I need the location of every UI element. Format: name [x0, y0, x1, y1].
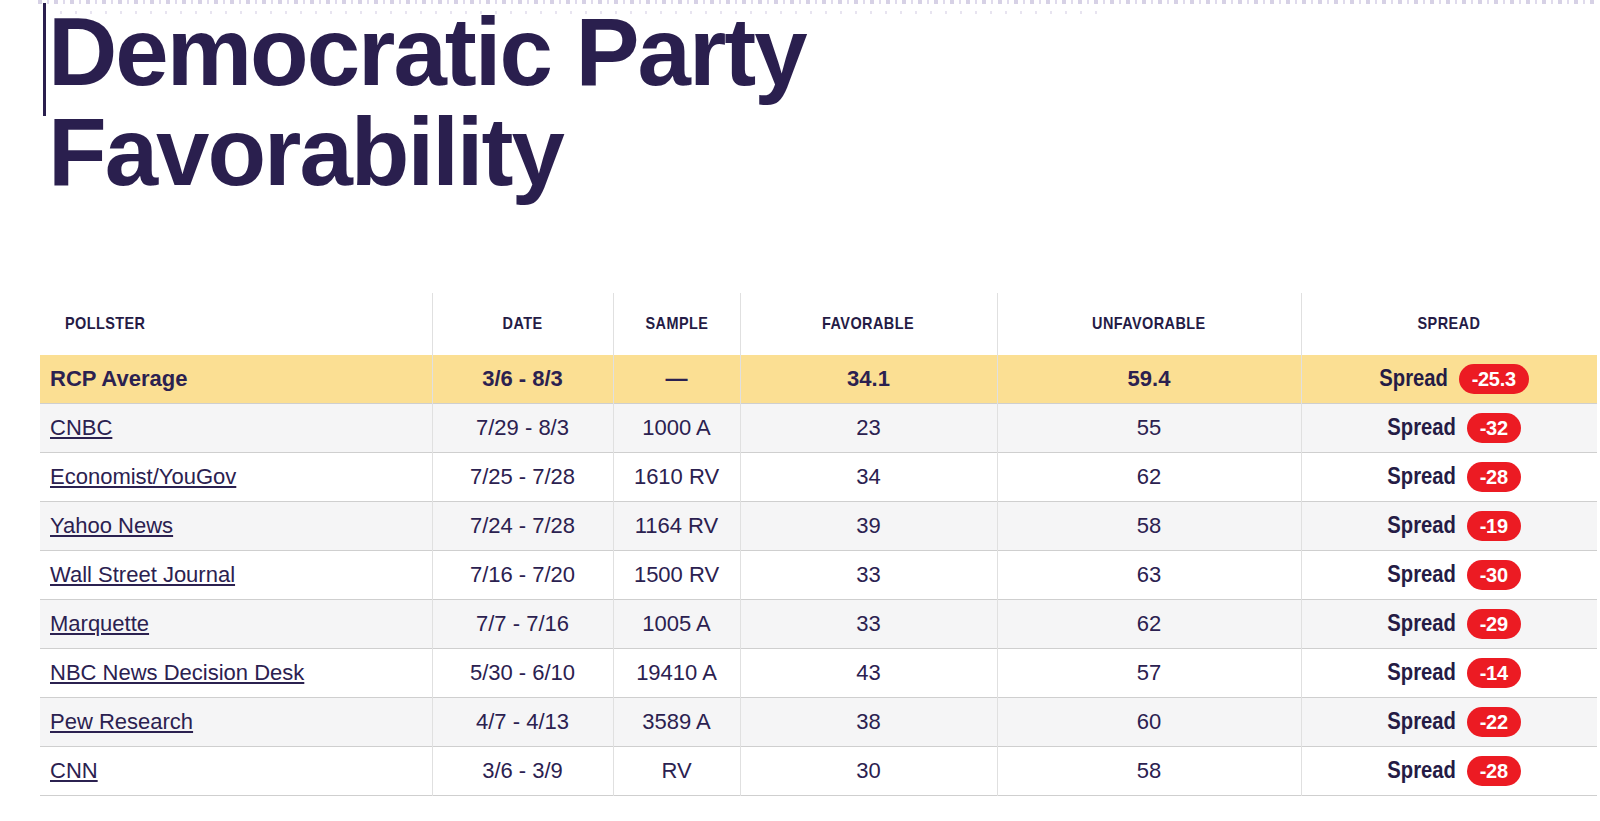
page-title-line2: Favorability: [48, 98, 563, 205]
spread-value-badge: -14: [1467, 658, 1521, 688]
column-header-spread: SPREAD: [1301, 293, 1597, 355]
poll-sample: 3589 A: [613, 697, 740, 746]
poll-spread-cell: Spread -28: [1301, 452, 1597, 501]
column-header-sample: SAMPLE: [613, 293, 740, 355]
favorability-polls-table: POLLSTERDATESAMPLEFAVORABLEUNFAVORABLESP…: [40, 293, 1597, 796]
poll-row: Marquette 7/7 - 7/16 1005 A 33 62 Spread…: [40, 599, 1597, 648]
poll-sample: 1164 RV: [613, 501, 740, 550]
poll-favorable: 38: [740, 697, 997, 746]
column-header-pollster: POLLSTER: [40, 293, 432, 355]
poll-unfavorable: 58: [997, 746, 1301, 795]
poll-date: 7/25 - 7/28: [432, 452, 613, 501]
spread-value-badge: -28: [1467, 462, 1521, 492]
poll-sample: 1500 RV: [613, 550, 740, 599]
column-header-favorable: FAVORABLE: [740, 293, 997, 355]
spread-value-badge: -19: [1467, 511, 1521, 541]
spread-value-badge: -32: [1467, 413, 1521, 443]
spread-word: Spread: [1387, 757, 1456, 784]
column-header-date: DATE: [432, 293, 613, 355]
page: Democratic PartyFavorability POLLSTERDAT…: [0, 0, 1600, 821]
poll-spread-cell: Spread -29: [1301, 599, 1597, 648]
spread-word: Spread: [1387, 414, 1456, 441]
poll-favorable: 23: [740, 403, 997, 452]
rcp-average-spread-cell: Spread -25.3: [1301, 355, 1597, 403]
poll-row: CNBC 7/29 - 8/3 1000 A 23 55 Spread -32: [40, 403, 1597, 452]
spread-value-badge: -22: [1467, 707, 1521, 737]
poll-spread-cell: Spread -28: [1301, 746, 1597, 795]
table-body: RCP Average 3/6 - 8/3 — 34.1 59.4 Spread…: [40, 355, 1597, 795]
poll-favorable: 39: [740, 501, 997, 550]
poll-unfavorable: 63: [997, 550, 1301, 599]
poll-spread-cell: Spread -32: [1301, 403, 1597, 452]
pollster-link[interactable]: Marquette: [50, 611, 149, 636]
spread-word: Spread: [1387, 708, 1456, 735]
poll-unfavorable: 62: [997, 452, 1301, 501]
poll-sample: 1610 RV: [613, 452, 740, 501]
spread-word: Spread: [1387, 463, 1456, 490]
poll-date: 4/7 - 4/13: [432, 697, 613, 746]
poll-date: 7/24 - 7/28: [432, 501, 613, 550]
poll-spread-cell: Spread -14: [1301, 648, 1597, 697]
page-title: Democratic PartyFavorability: [48, 2, 806, 202]
poll-spread-cell: Spread -22: [1301, 697, 1597, 746]
spread-value-badge: -30: [1467, 560, 1521, 590]
spread-word: Spread: [1387, 659, 1456, 686]
spread-value-badge: -25.3: [1459, 364, 1529, 394]
poll-unfavorable: 58: [997, 501, 1301, 550]
rcp-average-unfavorable: 59.4: [997, 355, 1301, 403]
text-cursor-caret: [43, 3, 46, 116]
rcp-average-favorable: 34.1: [740, 355, 997, 403]
pollster-link[interactable]: Wall Street Journal: [50, 562, 235, 587]
poll-favorable: 43: [740, 648, 997, 697]
poll-row: NBC News Decision Desk 5/30 - 6/10 19410…: [40, 648, 1597, 697]
spread-word: Spread: [1387, 512, 1456, 539]
rcp-average-date: 3/6 - 8/3: [432, 355, 613, 403]
poll-sample: 1000 A: [613, 403, 740, 452]
poll-sample: 19410 A: [613, 648, 740, 697]
poll-favorable: 33: [740, 599, 997, 648]
pollster-link[interactable]: CNN: [50, 758, 98, 783]
poll-row: Economist/YouGov 7/25 - 7/28 1610 RV 34 …: [40, 452, 1597, 501]
poll-date: 7/16 - 7/20: [432, 550, 613, 599]
pollster-link[interactable]: Yahoo News: [50, 513, 173, 538]
poll-unfavorable: 62: [997, 599, 1301, 648]
poll-favorable: 33: [740, 550, 997, 599]
table-header-row: POLLSTERDATESAMPLEFAVORABLEUNFAVORABLESP…: [40, 293, 1597, 355]
poll-unfavorable: 60: [997, 697, 1301, 746]
spread-word: Spread: [1379, 365, 1448, 392]
pollster-link[interactable]: Economist/YouGov: [50, 464, 236, 489]
poll-row: Pew Research 4/7 - 4/13 3589 A 38 60 Spr…: [40, 697, 1597, 746]
pollster-link[interactable]: Pew Research: [50, 709, 193, 734]
poll-unfavorable: 55: [997, 403, 1301, 452]
rcp-average-row: RCP Average 3/6 - 8/3 — 34.1 59.4 Spread…: [40, 355, 1597, 403]
pollster-link[interactable]: CNBC: [50, 415, 112, 440]
poll-sample: RV: [613, 746, 740, 795]
poll-date: 5/30 - 6/10: [432, 648, 613, 697]
poll-spread-cell: Spread -30: [1301, 550, 1597, 599]
poll-row: CNN 3/6 - 3/9 RV 30 58 Spread -28: [40, 746, 1597, 795]
poll-spread-cell: Spread -19: [1301, 501, 1597, 550]
rcp-average-sample: —: [613, 355, 740, 403]
poll-row: Wall Street Journal 7/16 - 7/20 1500 RV …: [40, 550, 1597, 599]
spread-word: Spread: [1387, 610, 1456, 637]
poll-row: Yahoo News 7/24 - 7/28 1164 RV 39 58 Spr…: [40, 501, 1597, 550]
pollster-link[interactable]: NBC News Decision Desk: [50, 660, 304, 685]
poll-favorable: 30: [740, 746, 997, 795]
spread-value-badge: -28: [1467, 756, 1521, 786]
page-title-line1: Democratic Party: [48, 0, 806, 105]
poll-date: 7/7 - 7/16: [432, 599, 613, 648]
rcp-average-label: RCP Average: [40, 355, 432, 403]
column-header-unfavorable: UNFAVORABLE: [997, 293, 1301, 355]
spread-word: Spread: [1387, 561, 1456, 588]
poll-favorable: 34: [740, 452, 997, 501]
poll-date: 3/6 - 3/9: [432, 746, 613, 795]
poll-sample: 1005 A: [613, 599, 740, 648]
spread-value-badge: -29: [1467, 609, 1521, 639]
poll-unfavorable: 57: [997, 648, 1301, 697]
poll-date: 7/29 - 8/3: [432, 403, 613, 452]
